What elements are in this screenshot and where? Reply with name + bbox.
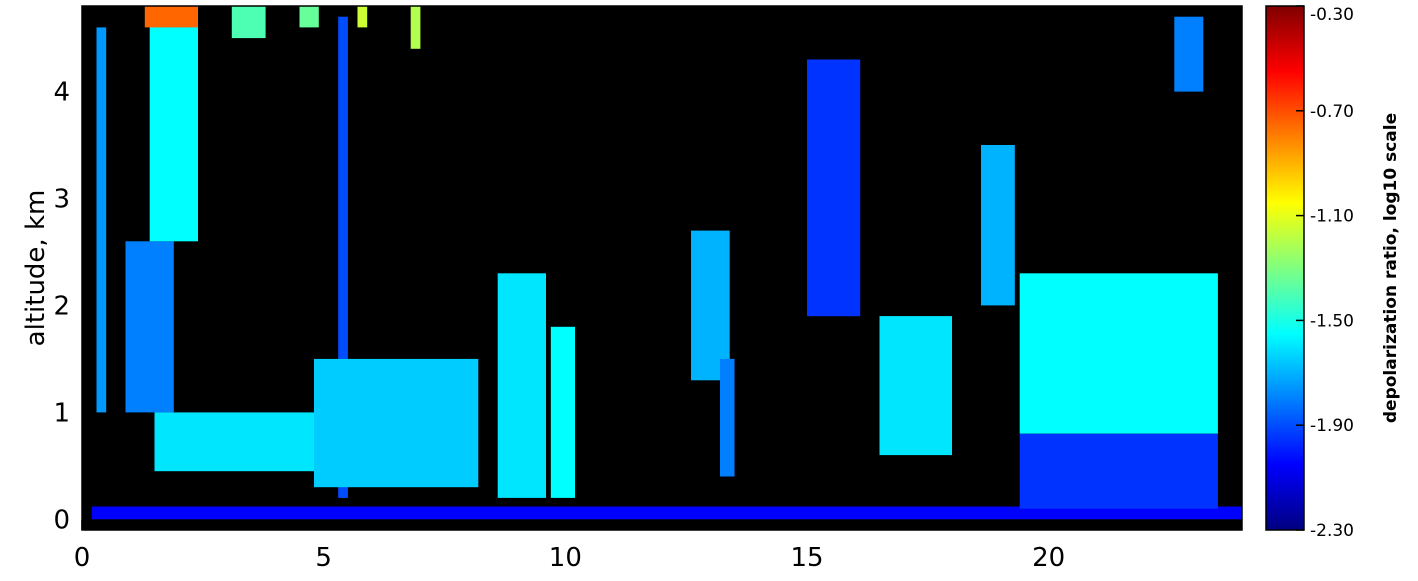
x-tick-label: 15 <box>790 543 823 573</box>
heatmap-feature-8 <box>357 6 368 28</box>
colorbar-ticks: -2.30 -1.90 -1.50 -1.10 -0.70 -0.30 <box>1296 5 1354 541</box>
x-tick-label: 20 <box>1032 543 1065 573</box>
y-axis-label: altitude, km <box>21 190 51 347</box>
heatmap-feature-6 <box>299 6 319 28</box>
heatmap-feature-19 <box>1019 273 1218 434</box>
x-tick-label: 5 <box>315 543 332 573</box>
colorbar-label: depolarization ratio, log10 scale <box>1381 113 1401 423</box>
heatmap-feature-18 <box>981 145 1015 306</box>
colorbar-tick-label: -1.10 <box>1310 207 1354 227</box>
heatmap-feature-17 <box>879 316 952 456</box>
y-tick-label: 3 <box>53 184 70 214</box>
heatmap-feature-4 <box>144 6 198 28</box>
heatmap-feature-1 <box>96 27 107 413</box>
plot-frame <box>81 5 1243 531</box>
heatmap-feature-3 <box>149 6 198 242</box>
heatmap-feature-13 <box>550 326 575 498</box>
heatmap-feature-11 <box>314 358 479 488</box>
colorbar-tick-label: -1.90 <box>1310 416 1354 436</box>
heatmap-feature-2 <box>125 241 174 413</box>
y-tick-label: 0 <box>53 505 70 535</box>
colorbar-tick-label: -0.30 <box>1310 5 1354 25</box>
x-axis-ticks: 0 5 10 15 20 <box>74 520 1065 573</box>
y-tick-label: 1 <box>53 398 70 428</box>
heatmap-feature-7 <box>338 16 348 498</box>
heatmap-feature-5 <box>231 6 266 39</box>
colorbar-tick-label: -2.30 <box>1310 521 1354 541</box>
heatmap-cells <box>91 6 1242 520</box>
y-tick-label: 2 <box>53 291 70 321</box>
heatmap-feature-21 <box>1174 16 1204 92</box>
heatmap-feature-16 <box>807 59 861 317</box>
colorbar-tick-label: -1.50 <box>1310 311 1354 331</box>
heatmap-feature-14 <box>691 230 730 381</box>
heatmap-feature-9 <box>410 6 421 49</box>
heatmap-feature-12 <box>497 273 546 498</box>
colorbar <box>1265 5 1305 531</box>
y-axis-ticks: 0 1 2 3 4 <box>53 78 92 535</box>
heatmap-feature-0 <box>91 506 1242 520</box>
x-tick-label: 10 <box>549 543 582 573</box>
y-tick-label: 4 <box>53 78 70 108</box>
colorbar-tick-label: -0.70 <box>1310 102 1354 122</box>
heatmap-feature-20 <box>1019 433 1218 509</box>
x-tick-label: 0 <box>74 543 91 573</box>
heatmap-feature-15 <box>720 358 735 477</box>
heatmap-feature-10 <box>154 412 314 472</box>
